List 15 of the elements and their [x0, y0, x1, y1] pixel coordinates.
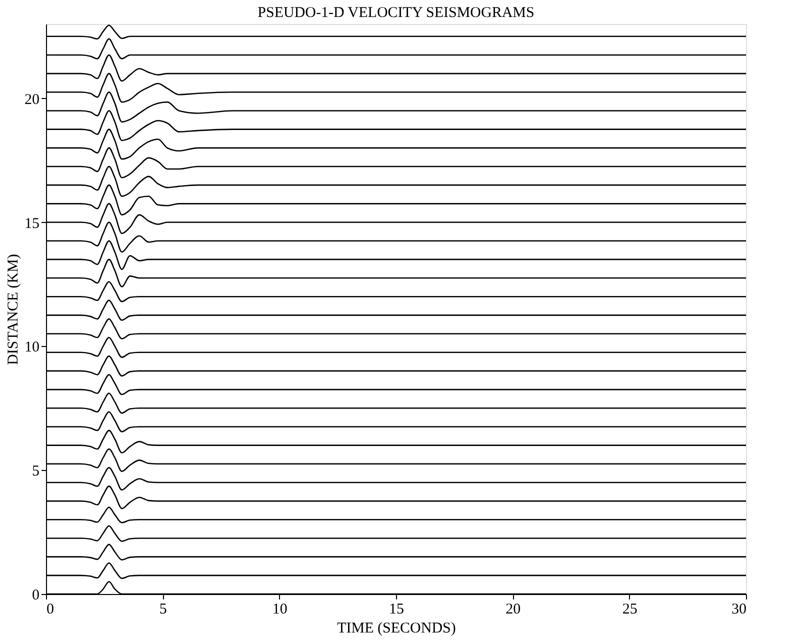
- y-axis-title: DISTANCE (KM): [6, 254, 22, 365]
- y-tick-label: 0: [32, 588, 40, 604]
- chart-title: PSEUDO-1-D VELOCITY SEISMOGRAMS: [258, 5, 534, 21]
- y-tick-label: 10: [24, 340, 40, 356]
- y-tick-label: 20: [24, 92, 40, 108]
- x-axis-title: TIME (SECONDS): [337, 620, 456, 636]
- x-tick-label: 15: [389, 602, 404, 618]
- x-tick-label: 0: [46, 602, 54, 618]
- x-tick-label: 30: [732, 602, 746, 618]
- x-tick-label: 5: [159, 602, 167, 618]
- y-tick-label: 15: [24, 216, 40, 232]
- x-tick-label: 20: [506, 602, 521, 618]
- x-tick-label: 25: [622, 602, 638, 618]
- x-tick-label: 10: [272, 602, 288, 618]
- y-tick-label: 5: [32, 464, 40, 480]
